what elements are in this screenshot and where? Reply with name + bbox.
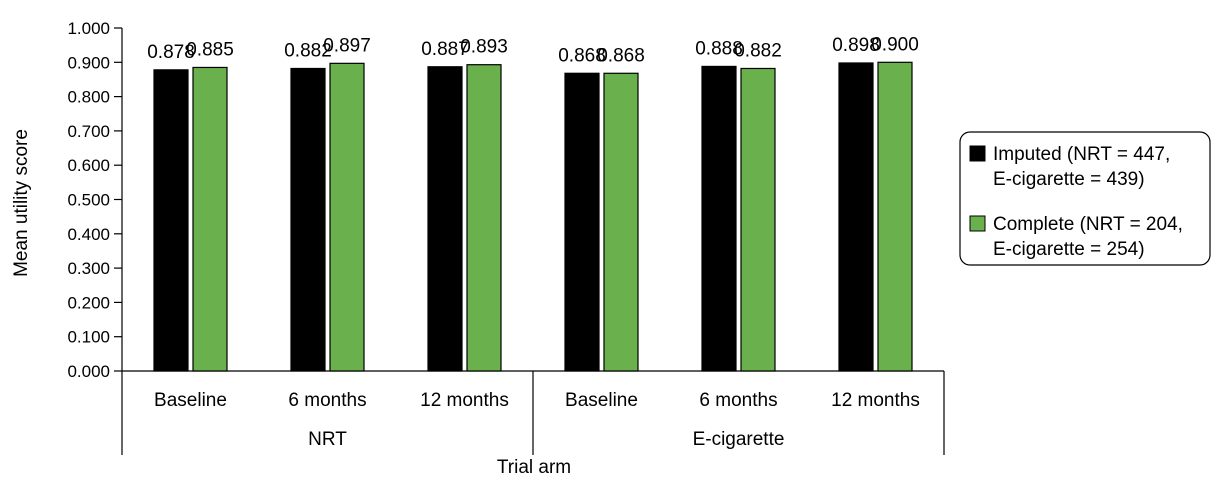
y-tick-label: 0.700 <box>67 122 110 141</box>
data-label: 0.897 <box>323 35 371 56</box>
y-tick-label: 0.100 <box>67 328 110 347</box>
category-label: 12 months <box>420 390 509 411</box>
bar-imputed <box>838 62 874 372</box>
bar-imputed <box>427 66 463 372</box>
y-tick-label: 0.600 <box>67 156 110 175</box>
bar-complete <box>603 72 639 372</box>
y-tick-label: 0.900 <box>67 53 110 72</box>
bar-complete <box>877 61 913 372</box>
data-label: 0.888 <box>695 38 743 59</box>
data-label: 0.882 <box>284 40 332 61</box>
bar-imputed <box>564 72 600 372</box>
y-axis-title: Mean utility score <box>11 129 32 277</box>
legend-swatch <box>969 145 986 162</box>
data-label: 0.893 <box>460 37 508 58</box>
category-label: 6 months <box>699 390 777 411</box>
legend-label: Imputed (NRT = 447, <box>993 144 1170 165</box>
y-tick-label: 0.300 <box>67 259 110 278</box>
category-label: Baseline <box>565 390 638 411</box>
group-label: NRT <box>308 429 347 450</box>
bar-imputed <box>701 65 737 372</box>
category-label: Baseline <box>154 390 227 411</box>
y-tick-label: 0.800 <box>67 88 110 107</box>
y-tick-label: 1.000 <box>67 19 110 38</box>
data-label: 0.887 <box>421 39 469 60</box>
bar-complete <box>329 62 365 372</box>
bar-imputed <box>290 67 326 372</box>
data-label: 0.885 <box>186 39 234 60</box>
bar-complete <box>740 67 776 372</box>
bar-imputed <box>153 69 189 372</box>
legend-label: E-cigarette = 254) <box>993 239 1145 260</box>
category-label: 12 months <box>831 390 920 411</box>
legend-label: Complete (NRT = 204, <box>993 214 1183 235</box>
y-tick-label: 0.500 <box>67 191 110 210</box>
data-label: 0.900 <box>871 34 919 55</box>
category-label: 6 months <box>288 390 366 411</box>
data-label: 0.878 <box>147 42 195 63</box>
data-label: 0.868 <box>597 45 645 66</box>
legend-box <box>959 131 1211 266</box>
y-tick-label: 0.200 <box>67 293 110 312</box>
data-label: 0.868 <box>558 45 606 66</box>
legend: Imputed (NRT = 447, E-cigarette = 439) Com… <box>959 131 1211 266</box>
bar-complete <box>466 64 502 372</box>
data-label: 0.898 <box>832 35 880 56</box>
y-tick-label: 0.400 <box>67 225 110 244</box>
y-tick-label: 0.000 <box>67 362 110 381</box>
y-axis: 0.000 0.100 0.200 0.300 0.400 0.500 0.600 0.700… <box>67 19 123 381</box>
group-label: E-cigarette <box>693 429 785 450</box>
legend-swatch <box>969 215 986 232</box>
bar-complete <box>192 66 228 372</box>
x-axis: Baseline 6 months 12 months NRT Baseline 6 mo… <box>121 370 945 455</box>
bars <box>153 61 913 372</box>
x-axis-title: Trial arm <box>497 457 571 478</box>
data-label: 0.882 <box>734 40 782 61</box>
legend-label: E-cigarette = 439) <box>993 169 1145 190</box>
